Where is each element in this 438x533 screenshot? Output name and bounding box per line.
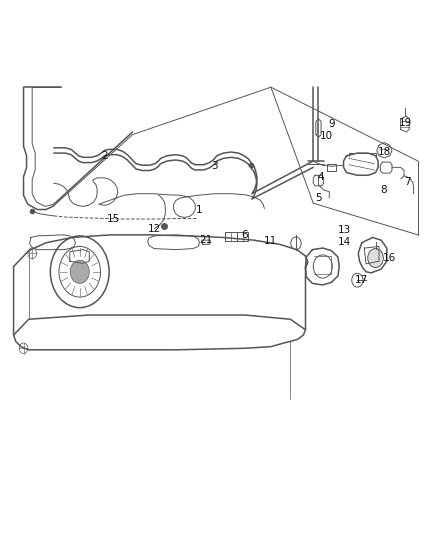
Text: 12: 12 (148, 223, 161, 233)
Text: 10: 10 (320, 131, 333, 141)
Text: 7: 7 (404, 177, 410, 187)
Text: 3: 3 (212, 161, 218, 171)
Text: 17: 17 (355, 275, 368, 285)
Text: 9: 9 (328, 119, 335, 129)
Circle shape (70, 260, 89, 284)
Circle shape (368, 248, 383, 268)
Text: 8: 8 (380, 185, 387, 195)
Text: 2: 2 (101, 151, 108, 161)
Text: 16: 16 (382, 253, 396, 263)
Text: 19: 19 (398, 117, 412, 127)
Text: 13: 13 (338, 224, 351, 235)
Text: 14: 14 (338, 237, 351, 247)
Text: 1: 1 (196, 205, 203, 215)
Text: 15: 15 (106, 214, 120, 224)
Text: 5: 5 (315, 193, 322, 203)
Text: 18: 18 (378, 147, 391, 157)
Text: 4: 4 (317, 172, 324, 182)
Text: 6: 6 (242, 230, 248, 240)
Text: 21: 21 (199, 235, 213, 245)
Text: 11: 11 (264, 236, 278, 246)
